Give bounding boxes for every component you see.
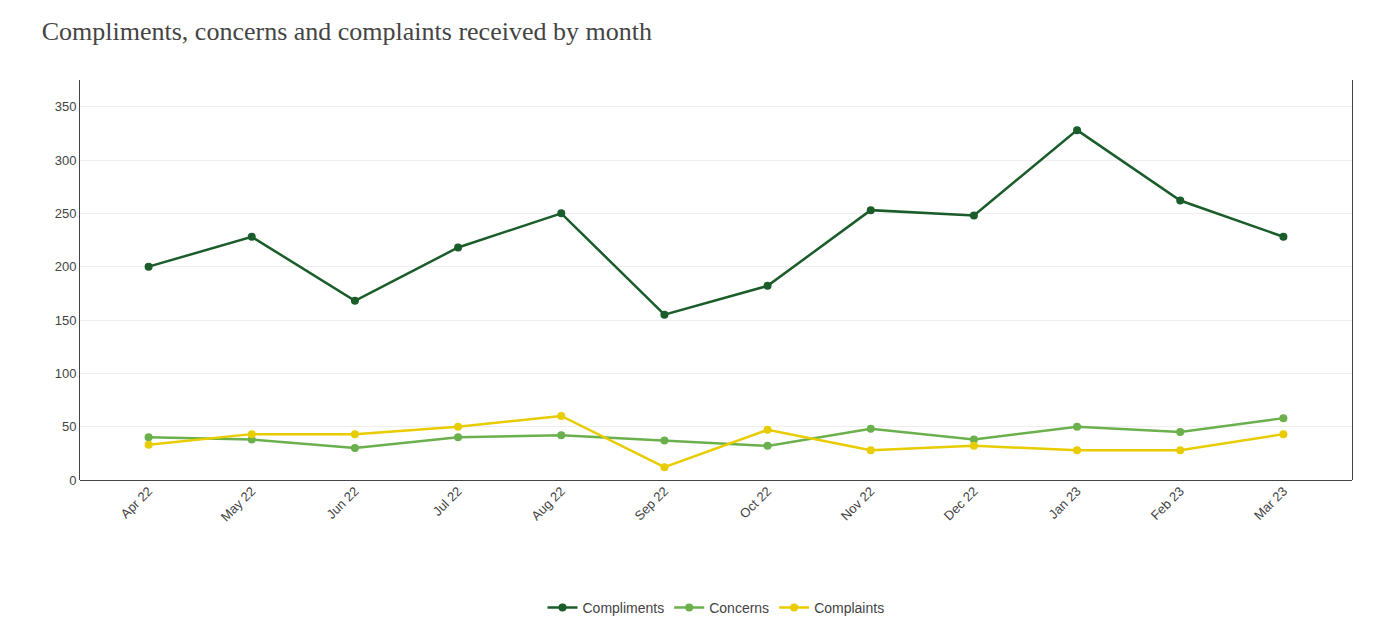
svg-text:Jun 22: Jun 22 — [323, 484, 361, 522]
svg-text:Compliments: Compliments — [583, 600, 665, 616]
svg-text:Oct 22: Oct 22 — [737, 484, 775, 522]
svg-text:200: 200 — [55, 259, 77, 274]
svg-text:0: 0 — [69, 473, 76, 488]
svg-text:Jul 22: Jul 22 — [430, 484, 465, 519]
svg-text:Mar 23: Mar 23 — [1251, 484, 1290, 523]
svg-text:Apr 22: Apr 22 — [118, 484, 156, 522]
svg-text:Sep 22: Sep 22 — [631, 484, 671, 524]
svg-text:May 22: May 22 — [218, 484, 259, 525]
svg-text:Compliments, concerns and comp: Compliments, concerns and complaints rec… — [42, 17, 652, 46]
svg-text:50: 50 — [62, 419, 76, 434]
svg-text:Jan 23: Jan 23 — [1046, 484, 1084, 522]
svg-text:Nov 22: Nov 22 — [838, 484, 878, 524]
svg-text:Feb 23: Feb 23 — [1148, 484, 1187, 523]
svg-text:250: 250 — [55, 206, 77, 221]
svg-text:Complaints: Complaints — [814, 600, 884, 616]
svg-text:Dec 22: Dec 22 — [941, 484, 981, 524]
svg-text:Concerns: Concerns — [709, 600, 769, 616]
svg-text:350: 350 — [55, 99, 77, 114]
svg-text:Aug 22: Aug 22 — [528, 484, 568, 524]
svg-text:300: 300 — [55, 153, 77, 168]
svg-text:150: 150 — [55, 313, 77, 328]
svg-text:100: 100 — [55, 366, 77, 381]
